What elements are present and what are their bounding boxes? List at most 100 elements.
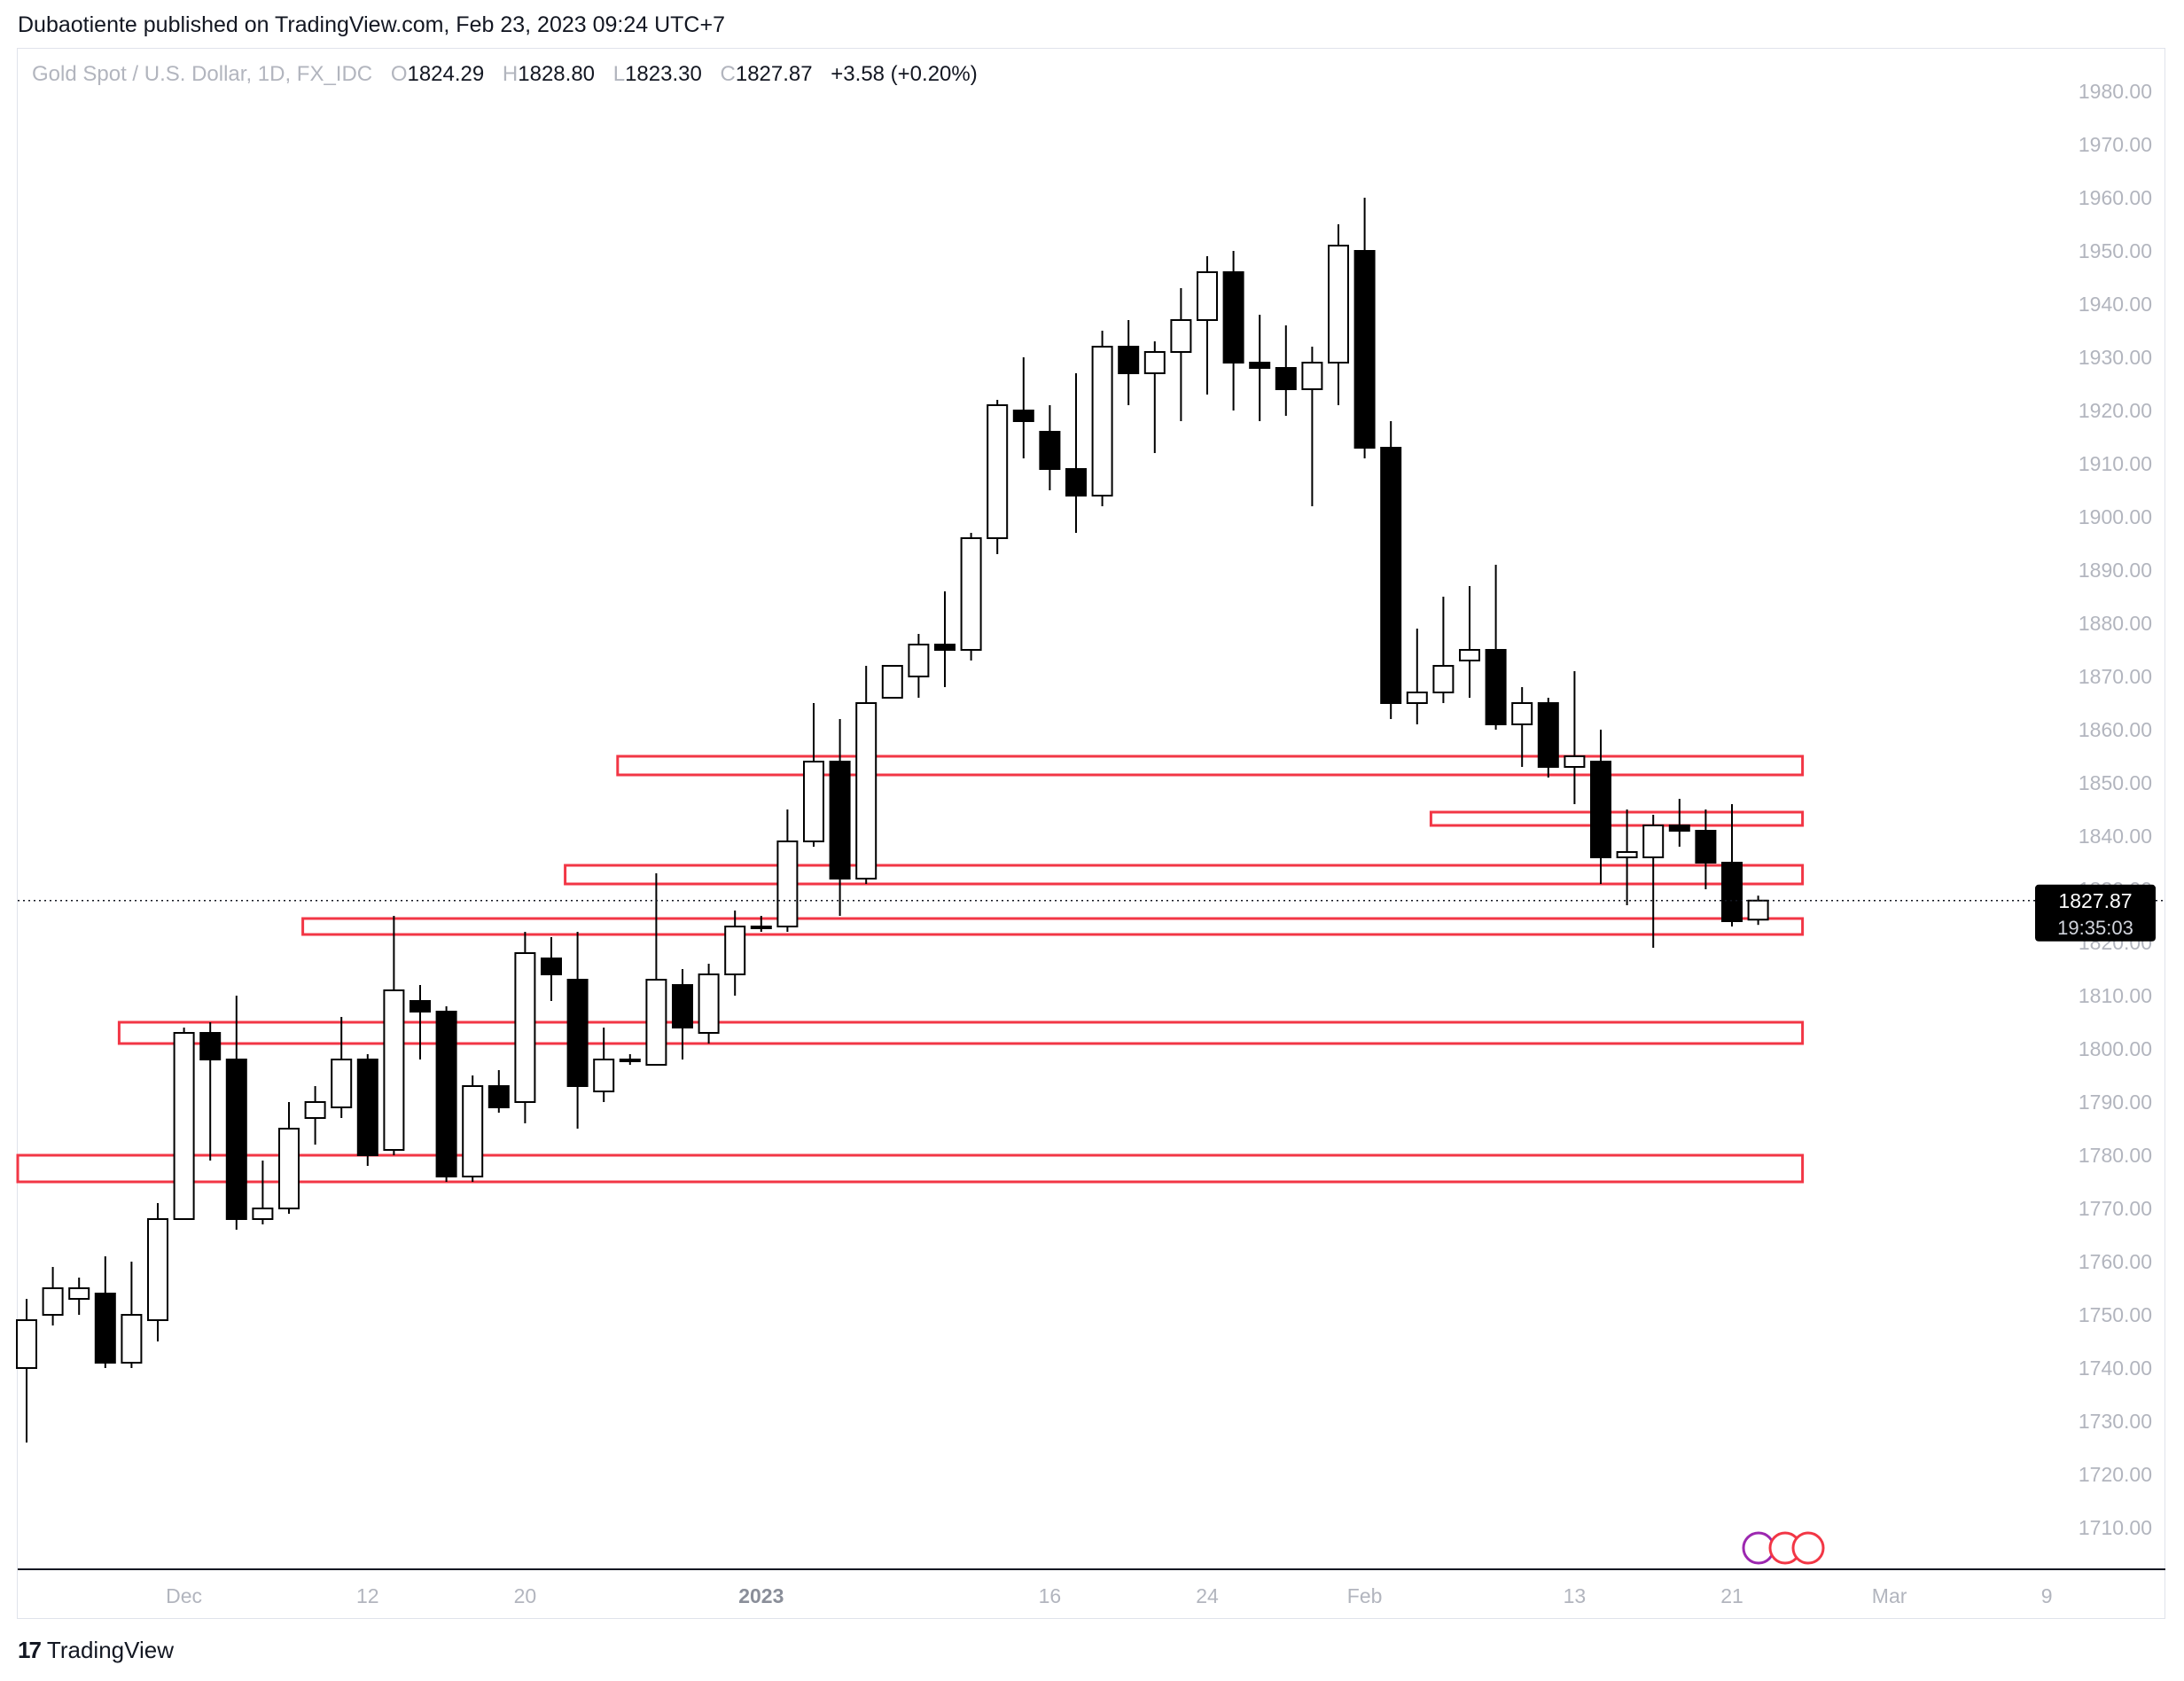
price-tick-label: 1740.00 [2079, 1357, 2152, 1380]
candle-body [934, 644, 956, 651]
open-value: 1824.29 [407, 62, 485, 86]
price-tick-label: 1810.00 [2079, 984, 2152, 1007]
price-tick-label: 1960.00 [2079, 186, 2152, 209]
open-label: O [390, 62, 408, 86]
chart-frame [17, 48, 2165, 1619]
price-tick-label: 1860.00 [2079, 718, 2152, 741]
price-tick-label: 1750.00 [2079, 1303, 2152, 1326]
candle [1065, 373, 1087, 533]
candle-body [147, 1218, 168, 1321]
price-tick-label: 1970.00 [2079, 133, 2152, 156]
symbol-title[interactable]: Gold Spot / U.S. Dollar, 1D, FX_IDC [32, 62, 373, 86]
candle [908, 634, 930, 698]
zone-box [1429, 810, 1805, 827]
candle [278, 1102, 300, 1214]
zones-layer [16, 754, 1805, 1184]
candle [1432, 597, 1455, 703]
candle-body [776, 840, 799, 927]
candle [1249, 315, 1271, 421]
candle-body [1328, 245, 1349, 364]
price-tick-label: 1710.00 [2079, 1516, 2152, 1539]
price-tick-label: 1760.00 [2079, 1250, 2152, 1273]
candle-body [1170, 319, 1192, 353]
candle [1301, 347, 1323, 506]
candle [724, 911, 746, 996]
candle [1328, 224, 1349, 405]
tradingview-brand[interactable]: 17 TradingView [18, 1637, 174, 1664]
candle-body [541, 958, 562, 975]
candle [1039, 405, 1061, 490]
candle [881, 665, 903, 699]
price-tick-label: 1780.00 [2079, 1144, 2152, 1167]
price-tick-label: 1910.00 [2079, 452, 2152, 475]
price-tick-label: 1930.00 [2079, 346, 2152, 369]
candle-body [1432, 665, 1455, 693]
candle-body [1721, 862, 1743, 922]
candle [750, 916, 772, 932]
candle [593, 1028, 615, 1102]
candle-body [1537, 702, 1559, 768]
time-axis[interactable]: Dec 12 20 2023 16 24 Feb 13 21 Mar 9 [166, 1584, 2052, 1607]
candle-body [278, 1128, 300, 1209]
candle-body [1747, 899, 1769, 921]
candle-body [1380, 447, 1402, 704]
candle-body [1301, 362, 1323, 390]
candle-body [1143, 351, 1166, 374]
candle-body [304, 1101, 326, 1119]
candle [541, 937, 562, 1001]
candle-body [1642, 825, 1665, 858]
candle [147, 1203, 168, 1341]
candle [383, 916, 405, 1155]
price-tick-label: 1800.00 [2079, 1037, 2152, 1060]
candle [619, 1054, 641, 1065]
candle-body [1065, 468, 1087, 496]
time-tick-label: Mar [1872, 1584, 1907, 1607]
candle-body [331, 1059, 353, 1108]
close-label: C [720, 62, 736, 86]
candle-body [855, 702, 878, 880]
us-flag-icon[interactable] [1791, 1531, 1825, 1565]
candle [1222, 251, 1244, 410]
candle-body [645, 979, 667, 1066]
candle [1537, 698, 1559, 778]
candle [199, 1022, 222, 1161]
low-value: 1823.30 [625, 62, 702, 86]
price-tick-label: 1890.00 [2079, 559, 2152, 582]
price-badge-countdown: 19:35:03 [2057, 917, 2133, 939]
time-tick-label: Feb [1347, 1584, 1383, 1607]
candle-body [881, 665, 903, 699]
candle [1485, 565, 1507, 730]
candle-body [1616, 851, 1638, 858]
candle-body [1222, 271, 1244, 364]
price-axis[interactable]: 1980.00 1970.00 1960.00 1950.00 1940.00 1930.… [2079, 80, 2152, 1539]
price-badge-value: 1827.87 [2058, 889, 2132, 912]
time-tick-label: Dec [166, 1584, 202, 1607]
zone-box [616, 754, 1805, 777]
candle [1564, 671, 1586, 804]
candle-body [750, 926, 772, 929]
candle-body [121, 1314, 143, 1364]
candle-body [1249, 362, 1271, 369]
candle [776, 809, 799, 932]
candle-body [1197, 271, 1218, 321]
candle-body [960, 537, 982, 651]
candle [566, 932, 589, 1129]
candle-body [252, 1208, 274, 1220]
candle-body [1118, 346, 1140, 374]
candle-body [488, 1085, 510, 1108]
candle [645, 873, 667, 1066]
candle [1511, 687, 1533, 767]
economic-events[interactable] [1742, 1531, 1825, 1565]
candle-body [1353, 250, 1376, 449]
candle-body [199, 1032, 222, 1060]
candle [1642, 815, 1665, 948]
candle-body [1459, 649, 1480, 661]
candle [356, 1054, 378, 1166]
price-tick-label: 1900.00 [2079, 505, 2152, 528]
time-tick-label: 24 [1196, 1584, 1219, 1607]
candle-body [1695, 830, 1717, 864]
publisher-line: Dubaotiente published on TradingView.com… [18, 12, 725, 37]
candle [304, 1086, 326, 1145]
candle-body [619, 1059, 641, 1062]
